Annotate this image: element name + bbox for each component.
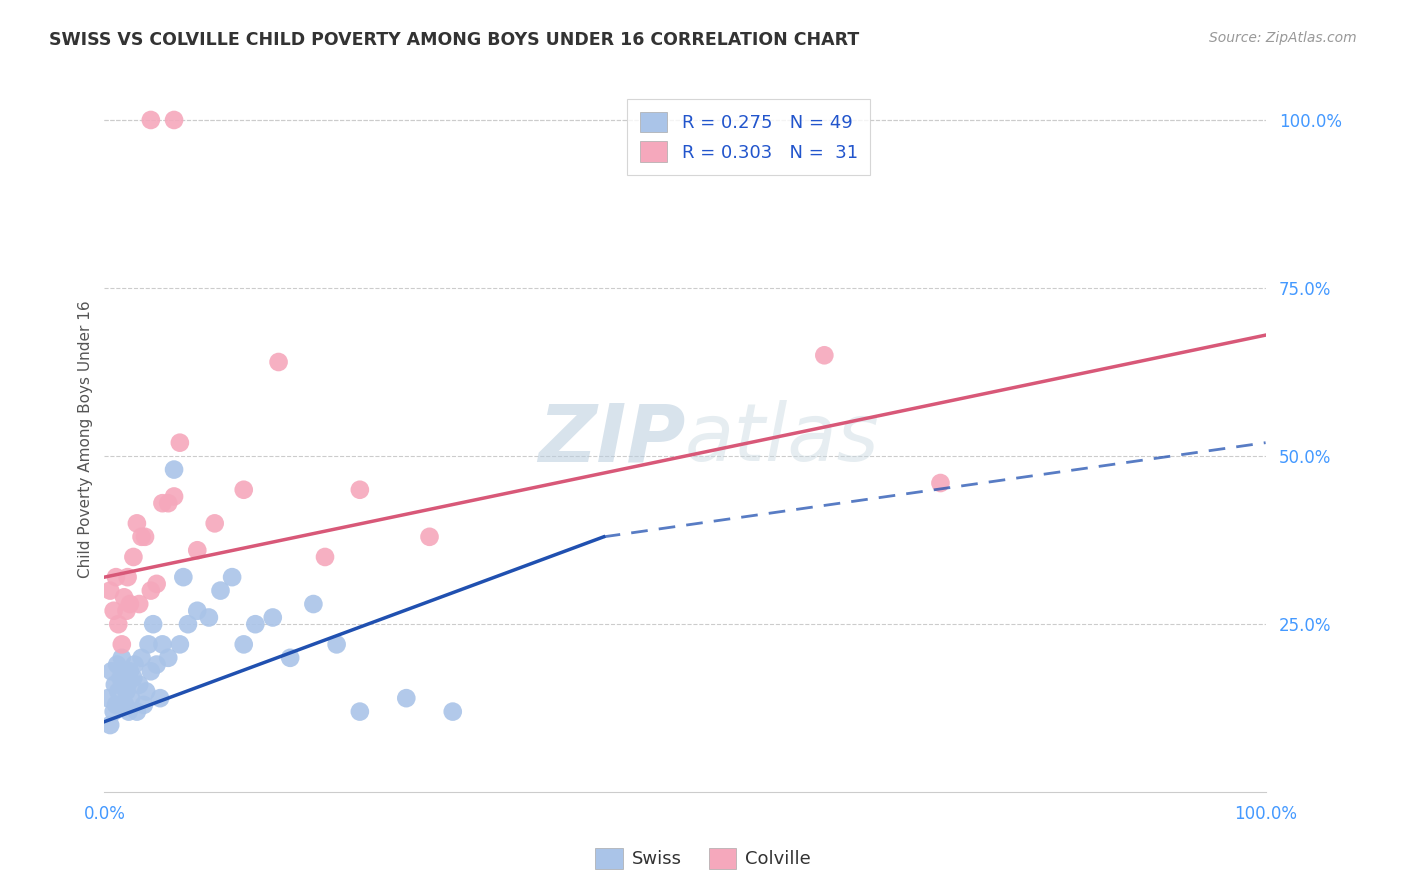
Point [118,665,141,679]
Point [114,698,136,712]
Point [278,650,301,665]
Point [107,684,129,698]
Point [107,617,129,632]
Point [314,549,336,564]
Point [169,637,191,651]
Point [142,617,165,632]
Point [112,591,135,605]
Point [134,530,156,544]
Text: atlas: atlas [685,401,880,478]
Point [163,490,186,504]
Point [325,637,347,651]
Point [149,691,172,706]
Point [103,705,125,719]
Point [177,617,200,632]
Point [152,496,174,510]
Point [104,570,127,584]
Point [198,610,221,624]
Point [221,570,243,584]
Point [163,113,186,128]
Point [118,597,141,611]
Point [100,665,122,679]
Point [169,435,191,450]
Point [128,678,150,692]
Point [135,684,157,698]
Point [108,698,131,712]
Point [98,583,121,598]
Point [111,665,134,679]
Point [124,657,146,672]
Point [232,637,254,651]
Point [186,543,208,558]
Point [204,516,226,531]
Point [813,348,835,362]
Point [232,483,254,497]
Point [172,570,194,584]
Point [145,577,167,591]
Point [267,355,290,369]
Y-axis label: Child Poverty Among Boys Under 16: Child Poverty Among Boys Under 16 [79,301,93,578]
Point [97,691,120,706]
Point [302,597,325,611]
Point [245,617,267,632]
Point [110,671,132,685]
Text: ZIP: ZIP [537,401,685,478]
Point [122,549,145,564]
Point [117,678,139,692]
Point [441,705,464,719]
Point [111,637,134,651]
Legend: R = 0.275   N = 49, R = 0.303   N =  31: R = 0.275 N = 49, R = 0.303 N = 31 [627,99,870,175]
Point [105,657,128,672]
Point [117,570,139,584]
Point [157,496,180,510]
Point [186,604,208,618]
Point [139,583,162,598]
Point [157,650,180,665]
Point [115,684,138,698]
Point [131,530,153,544]
Point [125,705,148,719]
Point [104,698,127,712]
Point [125,516,148,531]
Text: Source: ZipAtlas.com: Source: ZipAtlas.com [1209,31,1357,45]
Point [929,476,952,491]
Point [395,691,418,706]
Point [145,657,167,672]
Point [103,604,125,618]
Point [115,604,138,618]
Point [349,705,371,719]
Point [152,637,174,651]
Point [120,691,142,706]
Point [139,665,162,679]
Point [138,637,160,651]
Point [163,462,186,476]
Point [128,597,150,611]
Legend: Swiss, Colville: Swiss, Colville [588,840,818,876]
Point [104,678,127,692]
Point [131,650,153,665]
Text: SWISS VS COLVILLE CHILD POVERTY AMONG BOYS UNDER 16 CORRELATION CHART: SWISS VS COLVILLE CHILD POVERTY AMONG BO… [49,31,859,49]
Point [132,698,155,712]
Point [122,671,145,685]
Point [349,483,371,497]
Point [98,718,121,732]
Point [139,113,162,128]
Point [262,610,284,624]
Point [209,583,232,598]
Point [118,705,141,719]
Point [111,650,134,665]
Point [418,530,440,544]
